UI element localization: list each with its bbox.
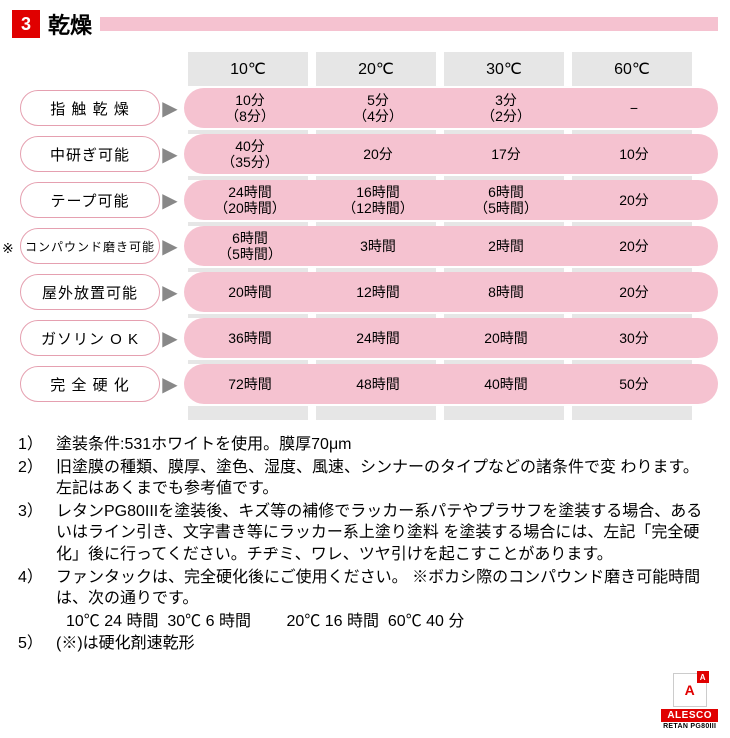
data-cell: 20分	[318, 146, 438, 162]
footnote-text: (※)は硬化剤速乾形	[56, 633, 712, 655]
data-cell: 12時間	[318, 284, 438, 300]
data-cell: 17分	[446, 146, 566, 162]
column-header: 10℃	[188, 52, 308, 86]
footnote-text: 旧塗膜の種類、膜厚、塗色、湿度、風速、シンナーのタイプなどの諸条件で変 わります…	[56, 457, 712, 500]
footnote-number: 4）	[18, 567, 56, 610]
footnote-number: 3）	[18, 501, 56, 566]
footnote-item: 1）塗装条件:531ホワイトを使用。膜厚70μm	[18, 434, 712, 456]
section-header: 3 乾燥	[12, 8, 718, 40]
logo-letter: A	[685, 682, 695, 698]
data-cell: 5分（4分）	[318, 92, 438, 124]
column-header: 60℃	[572, 52, 692, 86]
arrow-icon: ▶	[160, 280, 180, 305]
table-row: 中研ぎ可能▶ 40分（35分） 20分 17分 10分	[20, 134, 718, 174]
spacer-row	[188, 406, 718, 420]
drying-table: 10℃20℃30℃60℃ 指 触 乾 燥▶10分（8分）5分（4分）3分（2分）…	[20, 52, 718, 420]
column-header: 30℃	[444, 52, 564, 86]
data-cell: 20分	[574, 284, 694, 300]
footnote-text: ファンタックは、完全硬化後にご使用ください。 ※ボカシ際のコンパウンド磨き可能時…	[56, 567, 712, 610]
row-label: テープ可能	[20, 182, 160, 218]
section-number-badge: 3	[12, 10, 40, 38]
arrow-icon: ▶	[160, 234, 180, 259]
footnote-number: 5）	[18, 633, 56, 655]
column-headers: 10℃20℃30℃60℃	[188, 52, 718, 86]
logo-product-text: RETAN PG80III	[661, 723, 718, 730]
data-cell: 2時間	[446, 238, 566, 254]
footnote-item: 5）(※)は硬化剤速乾形	[18, 633, 712, 655]
data-cell: 3時間	[318, 238, 438, 254]
table-row: ※コンパウンド磨き可能▶6時間（5時間）3時間2時間20分	[20, 226, 718, 266]
logo-brand-text: ALESCO	[661, 709, 718, 722]
data-cell: 40分（35分）	[190, 138, 310, 170]
data-cell: 10分	[574, 146, 694, 162]
footnote-item: 10℃ 24 時間 30℃ 6 時間 20℃ 16 時間 60℃ 40 分	[18, 611, 712, 633]
data-pill: 36時間 24時間 20時間 30分	[184, 318, 718, 358]
data-cell: 24時間（20時間）	[190, 184, 310, 216]
table-row: ガソリン O K▶ 36時間 24時間 20時間 30分	[20, 318, 718, 358]
data-cell: 50分	[574, 376, 694, 392]
data-cell: 48時間	[318, 376, 438, 392]
table-row: 屋外放置可能▶ 20時間 12時間 8時間 20分	[20, 272, 718, 312]
row-label: 屋外放置可能	[20, 274, 160, 310]
logo-superscript: A	[697, 671, 709, 683]
data-cell: 10分（8分）	[190, 92, 310, 124]
footnotes: 1）塗装条件:531ホワイトを使用。膜厚70μm2）旧塗膜の種類、膜厚、塗色、湿…	[18, 434, 712, 655]
row-label: コンパウンド磨き可能	[20, 228, 160, 264]
footnote-item: 2）旧塗膜の種類、膜厚、塗色、湿度、風速、シンナーのタイプなどの諸条件で変 わり…	[18, 457, 712, 500]
row-label: 中研ぎ可能	[20, 136, 160, 172]
data-cell: 20分	[574, 238, 694, 254]
data-cell: 72時間	[190, 376, 310, 392]
data-cell: 30分	[574, 330, 694, 346]
data-cell: 20時間	[190, 284, 310, 300]
footnote-number: 1）	[18, 434, 56, 456]
footnote-text: 塗装条件:531ホワイトを使用。膜厚70μm	[56, 434, 712, 456]
data-pill: 40分（35分） 20分 17分 10分	[184, 134, 718, 174]
data-cell: 16時間（12時間）	[318, 184, 438, 216]
logo-mark: A A	[673, 673, 707, 707]
data-pill: 24時間（20時間）16時間（12時間）6時間（5時間） 20分	[184, 180, 718, 220]
header-strip	[100, 17, 718, 31]
footnote-item: 3）レタンPG80IIIを塗装後、キズ等の補修でラッカー系パテやプラサフを塗装す…	[18, 501, 712, 566]
data-cell: 8時間	[446, 284, 566, 300]
data-pill: 72時間 48時間 40時間 50分	[184, 364, 718, 404]
arrow-icon: ▶	[160, 188, 180, 213]
data-cell: 24時間	[318, 330, 438, 346]
footnote-text: 10℃ 24 時間 30℃ 6 時間 20℃ 16 時間 60℃ 40 分	[66, 611, 464, 633]
arrow-icon: ▶	[160, 142, 180, 167]
footnote-item: 4）ファンタックは、完全硬化後にご使用ください。 ※ボカシ際のコンパウンド磨き可…	[18, 567, 712, 610]
data-cell: 6時間（5時間）	[446, 184, 566, 216]
data-cell: 20分	[574, 192, 694, 208]
data-cell: 40時間	[446, 376, 566, 392]
data-pill: 6時間（5時間） 3時間 2時間 20分	[184, 226, 718, 266]
data-cell: −	[574, 100, 694, 116]
row-label: ガソリン O K	[20, 320, 160, 356]
data-cell: 20時間	[446, 330, 566, 346]
brand-logo: A A ALESCO RETAN PG80III	[661, 673, 718, 730]
data-pill: 10分（8分）5分（4分）3分（2分）−	[184, 88, 718, 128]
data-cell: 3分（2分）	[446, 92, 566, 124]
table-row: 指 触 乾 燥▶10分（8分）5分（4分）3分（2分）−	[20, 88, 718, 128]
footnote-text: レタンPG80IIIを塗装後、キズ等の補修でラッカー系パテやプラサフを塗装する場…	[56, 501, 712, 566]
row-label: 指 触 乾 燥	[20, 90, 160, 126]
row-label: 完 全 硬 化	[20, 366, 160, 402]
arrow-icon: ▶	[160, 372, 180, 397]
row-note-mark: ※	[2, 240, 14, 257]
table-row: テープ可能▶ 24時間（20時間）16時間（12時間）6時間（5時間） 20分	[20, 180, 718, 220]
section-title: 乾燥	[48, 8, 92, 40]
data-pill: 20時間 12時間 8時間 20分	[184, 272, 718, 312]
column-header: 20℃	[316, 52, 436, 86]
data-cell: 6時間（5時間）	[190, 230, 310, 262]
footnote-number: 2）	[18, 457, 56, 500]
table-row: 完 全 硬 化▶ 72時間 48時間 40時間 50分	[20, 364, 718, 404]
data-cell: 36時間	[190, 330, 310, 346]
arrow-icon: ▶	[160, 96, 180, 121]
arrow-icon: ▶	[160, 326, 180, 351]
